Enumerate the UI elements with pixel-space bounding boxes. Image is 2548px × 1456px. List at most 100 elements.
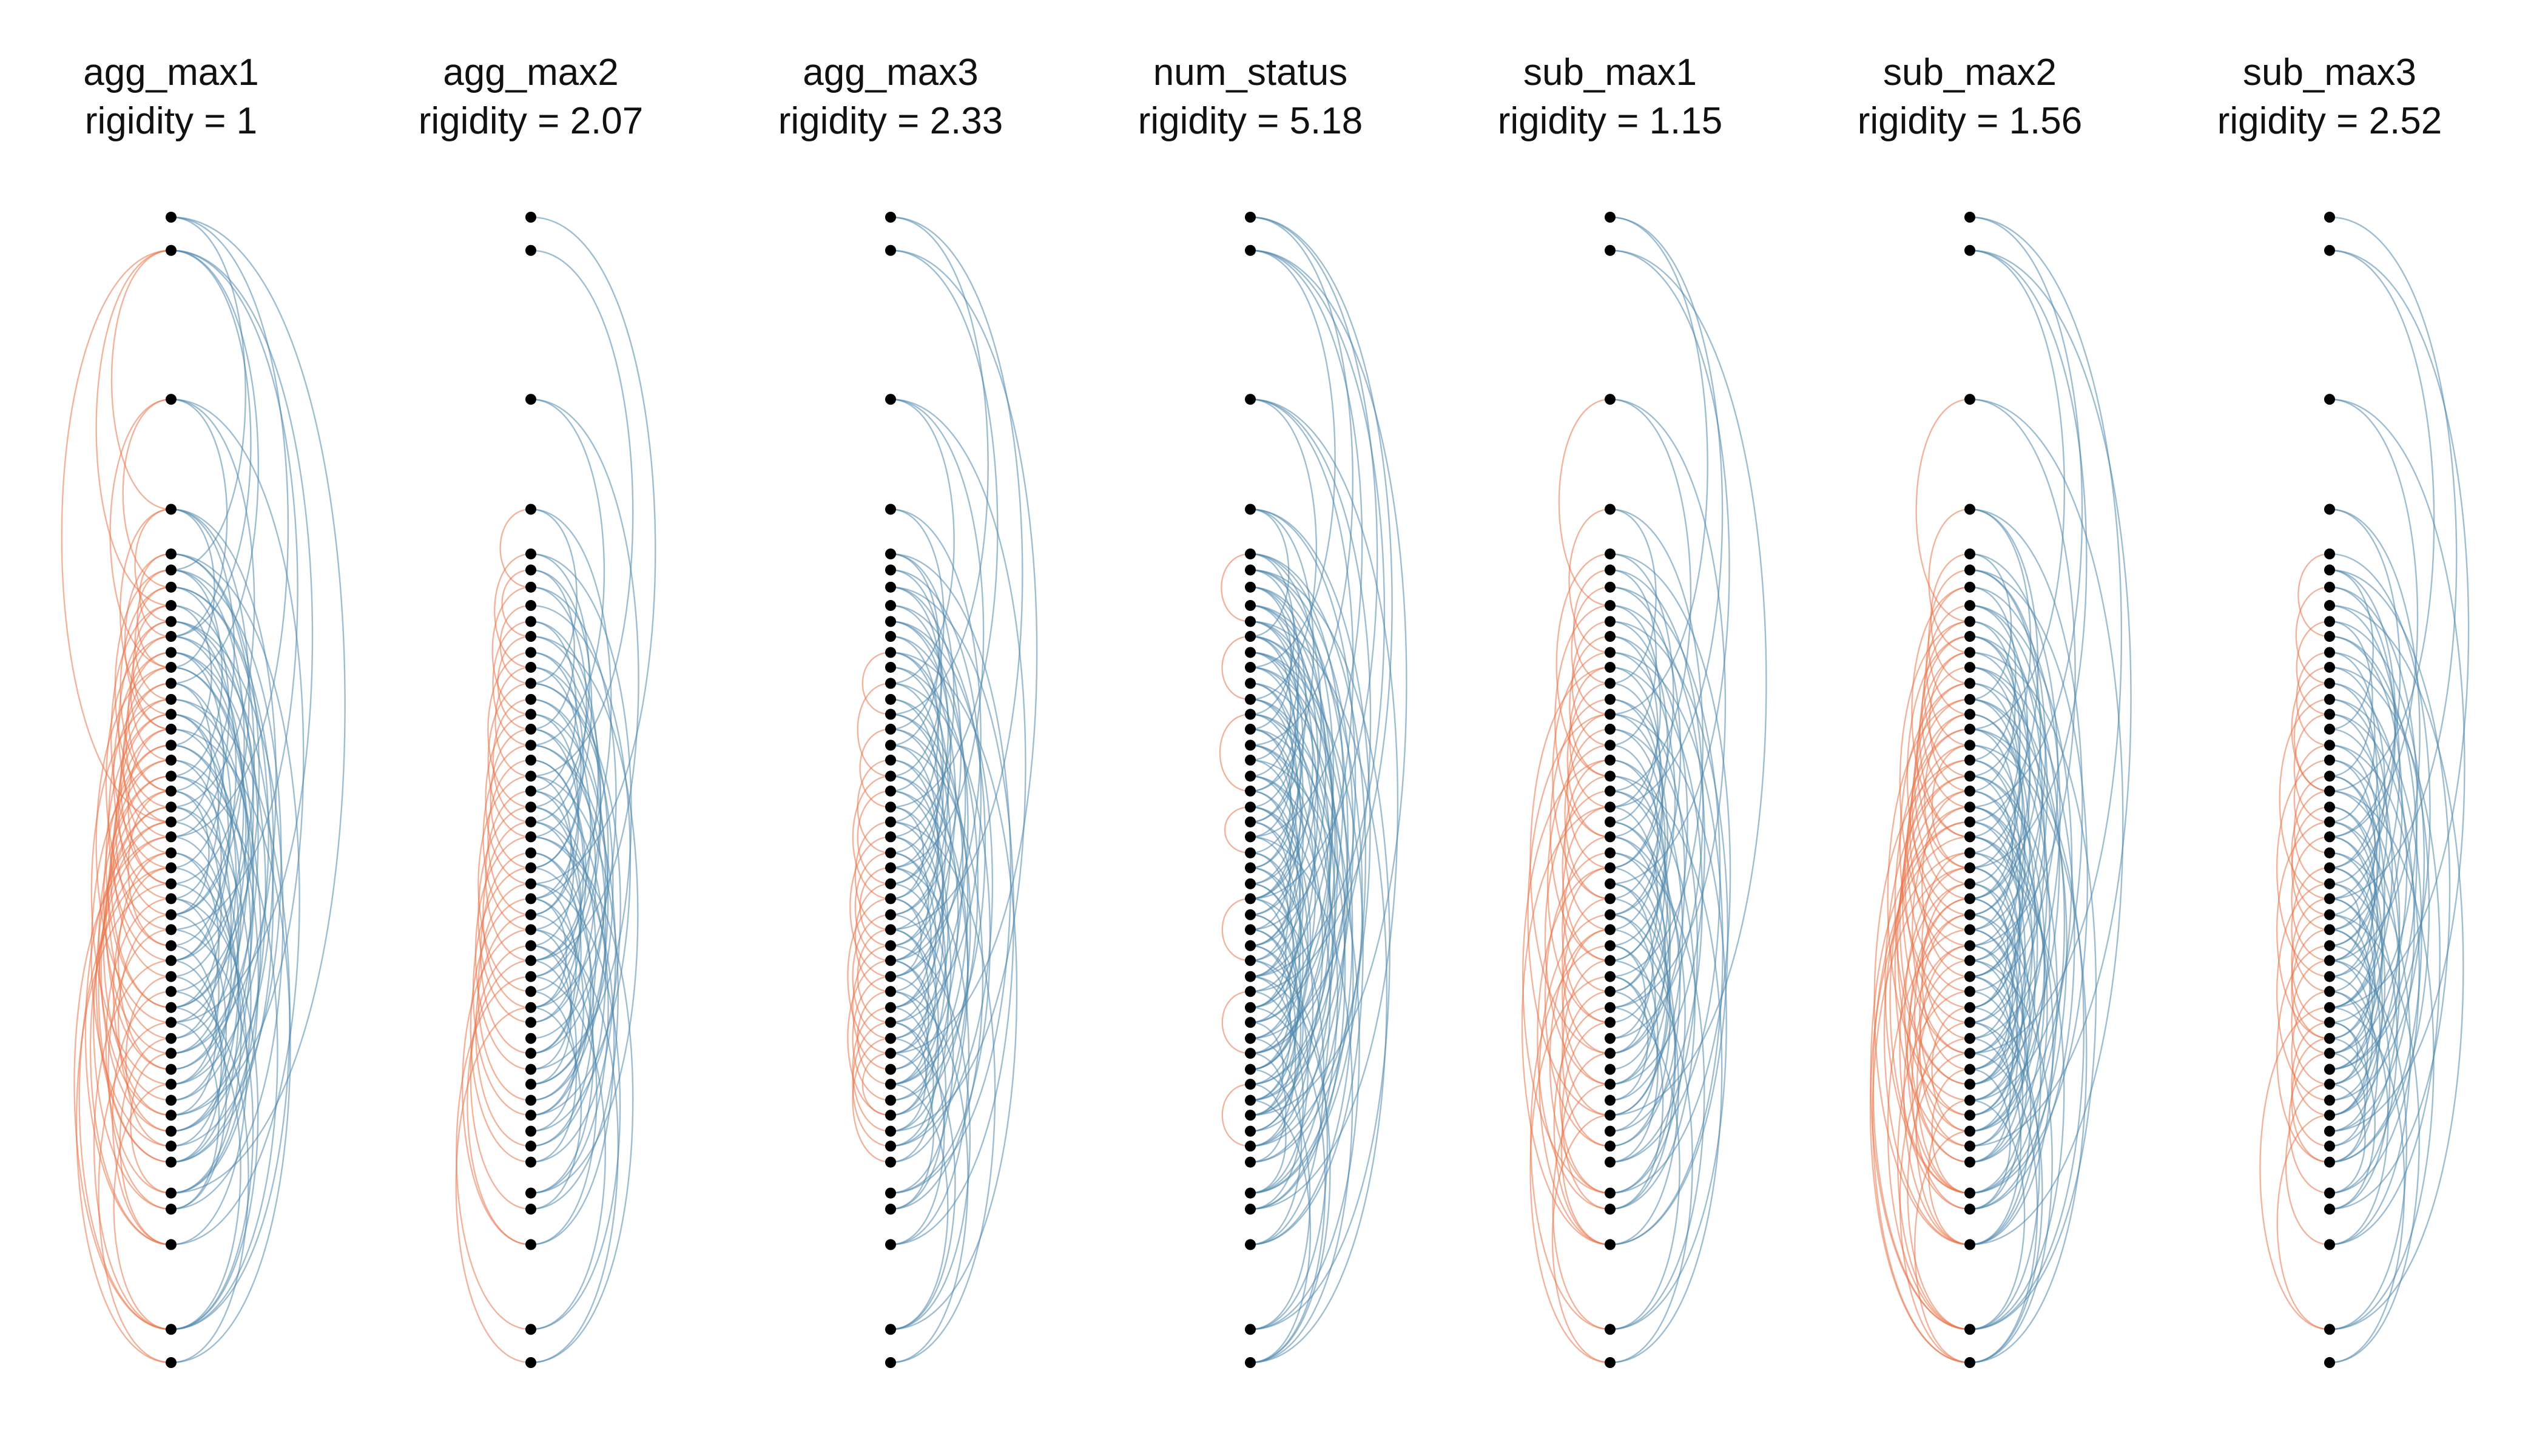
node-sub_max1-6 [1605,581,1616,593]
node-sub_max1-14 [1605,709,1616,720]
node-sub_max3-6 [2324,581,2335,593]
node-agg_max2-44 [525,1187,536,1199]
right-arc-agg_max2-32 [530,1006,582,1210]
right-arc-sub_max2-53 [1969,713,2031,977]
right-arc-agg_max3-56 [890,398,955,684]
right-arc-sub_max3-62 [2329,883,2361,962]
node-num_status-44 [1245,1187,1256,1199]
right-arc-agg_max2-41 [530,398,605,746]
right-arc-agg_max1-7 [170,508,277,1054]
node-sub_max1-44 [1605,1187,1616,1199]
right-arc-agg_max2-56 [530,852,592,1116]
node-sub_max2-47 [1964,1324,1975,1335]
right-arc-sub_max1-16 [1609,698,1686,1054]
right-arc-agg_max1-42 [170,991,249,1364]
right-arc-sub_max2-66 [1969,945,2011,1085]
right-arc-num_status-83 [1250,216,1378,900]
node-sub_max1-34 [1605,1017,1616,1028]
right-arc-sub_max1-26 [1609,852,1705,1330]
node-num_status-9 [1245,631,1256,642]
node-agg_max2-47 [525,1324,536,1335]
right-arc-num_status-31 [1250,759,1360,1330]
right-arc-num_status-14 [1250,604,1319,915]
node-num_status-38 [1245,1079,1256,1090]
arcs-sub_max3 [2259,216,2470,1364]
node-agg_max1-47 [166,1324,177,1335]
node-sub_max1-41 [1605,1125,1616,1137]
node-agg_max1-36 [166,1048,177,1059]
right-arc-num_status-61 [1250,621,1299,808]
node-num_status-4 [1245,548,1256,560]
arcs-sub_max2 [1869,216,2132,1364]
left-arc-agg_max1-1 [122,398,172,588]
right-arc-agg_max3-43 [890,1037,956,1330]
node-sub_max1-26 [1605,893,1616,905]
right-arc-sub_max1-2 [1609,249,1767,1116]
arcs-sub_max1 [1521,216,1767,1364]
node-agg_max2-11 [525,661,536,673]
left-arc-sub_max1-7 [1566,682,1611,838]
panel-sub_max2: sub_max2 rigidity = 1.56 [1858,52,2132,1368]
node-sub_max1-3 [1605,504,1616,515]
node-sub_max1-24 [1605,862,1616,874]
node-agg_max2-25 [525,878,536,889]
node-agg_max1-37 [166,1063,177,1075]
right-arc-sub_max1-37 [1609,508,1657,684]
node-agg_max2-43 [525,1156,536,1168]
right-arc-agg_max3-64 [890,836,929,962]
left-arc-agg_max3-9 [852,945,891,1070]
right-arc-sub_max3-47 [2329,806,2376,977]
node-agg_max2-23 [525,847,536,858]
node-num_status-0 [1245,212,1256,223]
right-arc-sub_max3-9 [2329,604,2401,931]
node-sub_max1-46 [1605,1239,1616,1250]
left-arc-sub_max2-57 [1921,883,1970,1070]
right-arc-agg_max3-42 [890,1022,945,1245]
node-agg_max1-20 [166,801,177,813]
right-arc-num_status-20 [1250,652,1319,962]
right-arc-num_status-87 [1250,553,1344,1023]
left-arc-agg_max2-28 [470,898,531,1163]
node-agg_max3-10 [885,647,896,658]
node-agg_max1-26 [166,893,177,905]
right-arc-agg_max1-69 [170,898,259,1330]
node-sub_max1-11 [1605,661,1616,673]
node-num_status-27 [1245,909,1256,920]
node-sub_max2-7 [1964,600,1975,612]
node-agg_max3-44 [885,1187,896,1199]
node-sub_max2-11 [1964,661,1975,673]
node-sub_max2-10 [1964,647,1975,658]
right-arc-sub_max1-30 [1609,914,1656,1085]
node-sub_max1-30 [1605,955,1616,966]
right-arc-sub_max2-45 [1969,1037,2022,1245]
left-arc-num_status-6 [1221,1084,1251,1147]
node-agg_max2-12 [525,678,536,689]
left-arc-agg_max3-15 [847,898,891,1054]
node-num_status-19 [1245,785,1256,797]
node-agg_max3-15 [885,723,896,735]
right-arc-agg_max3-41 [890,1006,934,1163]
left-arc-sub_max3-28 [2291,1037,2330,1163]
nodes-agg_max2 [525,212,536,1368]
left-arc-sub_max2-0 [1915,398,1970,622]
right-arc-agg_max3-55 [890,216,989,715]
node-agg_max2-9 [525,631,536,642]
panel-title-agg_max2: agg_max2 [443,52,619,93]
right-arc-sub_max3-39 [2329,1037,2376,1210]
right-arc-num_status-93 [1250,652,1338,1085]
left-arc-agg_max3-1 [857,682,891,777]
left-arc-agg_max3-21 [861,1053,891,1116]
node-agg_max2-30 [525,955,536,966]
node-sub_max1-39 [1605,1094,1616,1106]
left-arc-sub_max1-26 [1549,698,1611,962]
right-arc-agg_max3-32 [890,867,970,1245]
node-sub_max2-17 [1964,754,1975,766]
left-arc-sub_max1-19 [1561,1022,1611,1210]
node-num_status-36 [1245,1048,1256,1059]
right-arc-agg_max3-6 [890,553,955,838]
node-num_status-34 [1245,1017,1256,1028]
node-sub_max3-45 [2324,1204,2335,1215]
left-arc-agg_max3-4 [857,790,891,885]
left-arc-agg_max2-25 [485,713,531,885]
left-arc-agg_max1-37 [105,635,172,931]
